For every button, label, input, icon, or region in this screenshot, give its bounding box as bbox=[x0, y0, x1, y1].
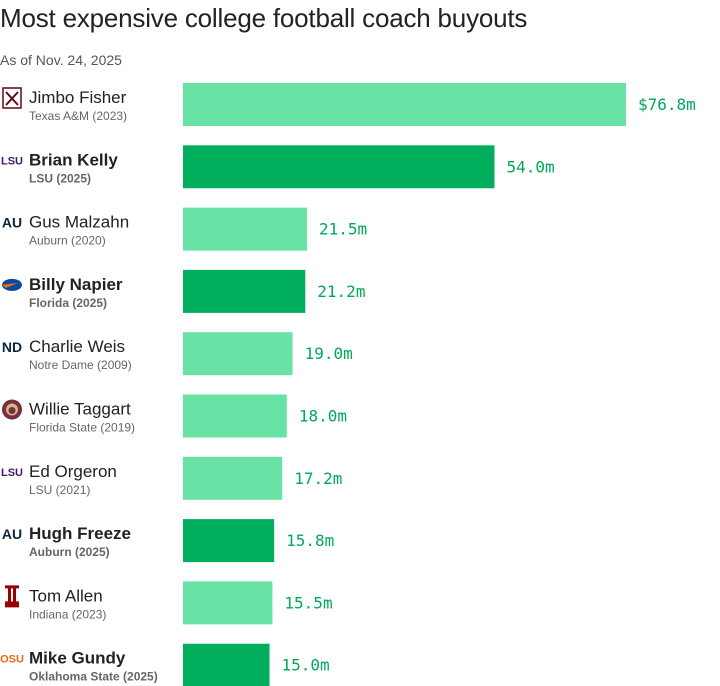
oklahoma-state-logo-icon: OSU bbox=[0, 654, 24, 666]
bar bbox=[183, 269, 306, 313]
coach-name: Brian Kelly bbox=[29, 150, 118, 169]
coach-name: Charlie Weis bbox=[29, 337, 125, 356]
chart-subtitle: As of Nov. 24, 2025 bbox=[0, 52, 122, 68]
value-label: $76.8m bbox=[638, 95, 696, 114]
coach-school: Florida (2025) bbox=[29, 296, 107, 310]
texas-am-logo-icon bbox=[2, 87, 22, 109]
bar bbox=[183, 519, 275, 563]
chart-title: Most expensive college football coach bu… bbox=[0, 3, 528, 33]
florida-logo-icon bbox=[2, 278, 22, 291]
bar-row: AU Hugh Freeze Auburn (2025) 15.8m bbox=[2, 519, 334, 563]
coach-name: Hugh Freeze bbox=[29, 524, 131, 543]
value-label: 15.5m bbox=[284, 593, 332, 612]
logo-text: AU bbox=[2, 526, 22, 542]
logo-text: AU bbox=[2, 215, 22, 231]
value-label: 17.2m bbox=[294, 469, 342, 488]
coach-name: Mike Gundy bbox=[29, 649, 126, 668]
coach-name: Gus Malzahn bbox=[29, 213, 129, 232]
notre-dame-logo-icon: ND bbox=[2, 339, 22, 355]
coach-school: Auburn (2025) bbox=[29, 545, 110, 559]
coach-name: Ed Orgeron bbox=[29, 462, 117, 481]
bar bbox=[183, 83, 626, 126]
auburn-logo-icon: AU bbox=[2, 215, 22, 231]
value-label: 18.0m bbox=[299, 407, 347, 426]
coach-school: Texas A&M (2023) bbox=[29, 109, 127, 123]
lsu-logo-icon: LSU bbox=[1, 155, 23, 167]
value-label: 21.5m bbox=[319, 220, 367, 239]
coach-school: Oklahoma State (2025) bbox=[29, 670, 158, 684]
bar bbox=[183, 207, 308, 251]
florida-state-logo-icon bbox=[2, 399, 22, 420]
coach-school: Florida State (2019) bbox=[29, 421, 135, 435]
value-label: 19.0m bbox=[305, 344, 353, 363]
coach-name: Willie Taggart bbox=[29, 400, 131, 419]
bar bbox=[183, 145, 495, 189]
bar-row: Jimbo Fisher Texas A&M (2023) $76.8m bbox=[2, 83, 696, 126]
coach-school: LSU (2025) bbox=[29, 171, 91, 185]
bar-row: ND Charlie Weis Notre Dame (2009) 19.0m bbox=[2, 332, 353, 376]
value-label: 54.0m bbox=[506, 157, 554, 176]
value-label: 15.8m bbox=[286, 531, 334, 550]
logo-text: ND bbox=[2, 339, 22, 355]
value-label: 21.2m bbox=[317, 282, 365, 301]
bar-row: Tom Allen Indiana (2023) 15.5m bbox=[5, 581, 333, 625]
auburn-logo-icon: AU bbox=[2, 526, 22, 542]
indiana-logo-icon bbox=[5, 585, 19, 608]
bar-row: Willie Taggart Florida State (2019) 18.0m bbox=[2, 394, 347, 438]
logo-text: LSU bbox=[1, 155, 23, 167]
bar bbox=[183, 394, 287, 438]
bar bbox=[183, 456, 283, 500]
bar-row: AU Gus Malzahn Auburn (2020) 21.5m bbox=[2, 207, 367, 251]
lsu-logo-icon: LSU bbox=[1, 467, 23, 479]
bar bbox=[183, 643, 270, 686]
logo-text: LSU bbox=[1, 467, 23, 479]
bar-row: Billy Napier Florida (2025) 21.2m bbox=[2, 269, 365, 313]
bar-row: OSU Mike Gundy Oklahoma State (2025) 15.0m bbox=[0, 643, 330, 686]
bar-row: LSU Ed Orgeron LSU (2021) 17.2m bbox=[1, 456, 342, 500]
logo-text: OSU bbox=[0, 654, 24, 666]
coach-school: Indiana (2023) bbox=[29, 607, 106, 621]
coach-school: Auburn (2020) bbox=[29, 234, 106, 248]
bar-row: LSU Brian Kelly LSU (2025) 54.0m bbox=[1, 145, 555, 189]
coach-school: Notre Dame (2009) bbox=[29, 358, 132, 372]
value-label: 15.0m bbox=[282, 656, 330, 675]
coach-school: LSU (2021) bbox=[29, 483, 90, 497]
coach-name: Tom Allen bbox=[29, 586, 103, 605]
bar bbox=[183, 332, 293, 376]
coach-name: Jimbo Fisher bbox=[29, 88, 127, 107]
bar bbox=[183, 581, 273, 625]
coach-name: Billy Napier bbox=[29, 275, 123, 294]
